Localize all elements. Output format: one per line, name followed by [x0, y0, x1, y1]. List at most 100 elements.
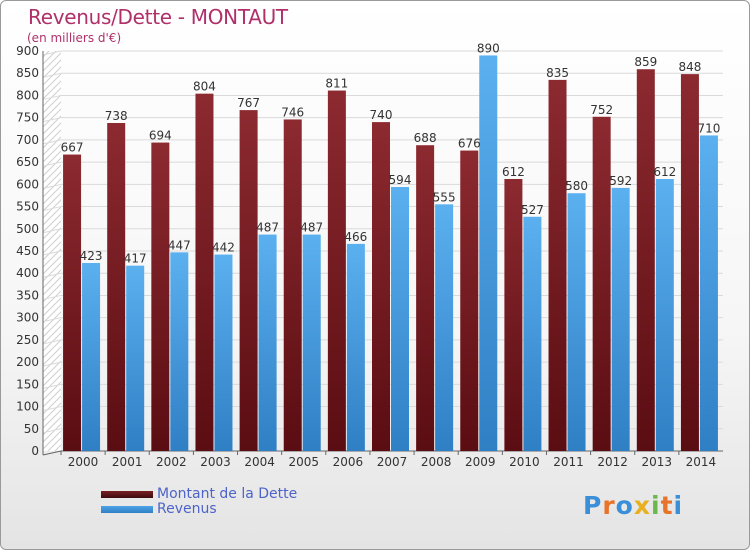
- bar-dette-2005: [283, 119, 302, 451]
- grid-line-wall: [42, 406, 62, 412]
- logo-letter: o: [615, 491, 634, 520]
- y-tick-label: 200: [16, 355, 39, 369]
- axes: 0 50 100 150 200 250 300 350 400 450 500 550 600 650 7…: [16, 44, 723, 469]
- y-tick-label: 500: [16, 222, 39, 236]
- grid-line-wall: [42, 117, 62, 123]
- grid-line-wall: [42, 50, 62, 56]
- bar-dette-2013: [636, 69, 655, 451]
- x-tick-label: 2004: [244, 455, 275, 469]
- x-tick-label: 2006: [333, 455, 364, 469]
- data-label-dette: 612: [502, 165, 525, 179]
- bar-chart: 0 50 100 150 200 250 300 350 400 450 500 550 600 650 7…: [16, 41, 723, 469]
- bar-revenus-2011: [567, 193, 586, 451]
- data-label-dette: 835: [546, 66, 569, 80]
- x-tick-label: 2001: [112, 455, 143, 469]
- proxiti-logo: Proxiti: [583, 491, 683, 520]
- bar-dette-2009: [460, 150, 479, 452]
- logo-letter: i: [651, 491, 661, 520]
- y-axis-wall: [43, 51, 61, 451]
- logo-letter: t: [660, 491, 674, 520]
- bar-revenus-2001: [126, 265, 145, 451]
- bar-dette-2012: [592, 116, 611, 452]
- data-label-revenus: 527: [521, 203, 544, 217]
- bar-dette-2000: [63, 154, 82, 452]
- data-label-revenus: 612: [653, 165, 676, 179]
- bar-revenus-2012: [611, 187, 630, 451]
- y-tick-label: 550: [16, 200, 39, 214]
- data-label-dette: 811: [325, 77, 348, 91]
- data-label-dette: 804: [193, 80, 216, 94]
- x-tick-label: 2008: [421, 455, 452, 469]
- grid-line-wall: [42, 139, 62, 145]
- logo-letter: P: [583, 491, 603, 520]
- grid-line-wall: [42, 228, 62, 234]
- bar-dette-2003: [195, 93, 214, 452]
- y-tick-label: 750: [16, 111, 39, 125]
- logo-letter: i: [673, 491, 684, 520]
- x-tick-label: 2014: [686, 455, 717, 469]
- legend-swatch-dette: [101, 490, 153, 498]
- grid-line-wall: [42, 339, 62, 345]
- x-tick-label: 2013: [642, 455, 673, 469]
- bars: [63, 55, 718, 452]
- axis-corner: [42, 450, 62, 456]
- bar-dette-2007: [372, 122, 390, 451]
- data-label-revenus: 487: [256, 221, 279, 235]
- y-tick-label: 850: [16, 66, 39, 80]
- bar-revenus-2000: [82, 263, 101, 451]
- legend-swatch-revenus: [101, 505, 153, 513]
- x-tick-label: 2003: [200, 455, 231, 469]
- data-label-revenus: 487: [300, 221, 323, 235]
- bar-revenus-2010: [523, 216, 542, 451]
- x-tick-label: 2011: [553, 455, 584, 469]
- grid-line-wall: [42, 428, 62, 434]
- logo-letter: r: [602, 491, 616, 520]
- y-tick-label: 300: [16, 311, 39, 325]
- data-label-revenus: 555: [433, 190, 456, 204]
- grid-line-wall: [42, 161, 62, 167]
- y-tick-label: 350: [16, 288, 39, 302]
- bar-dette-2006: [327, 90, 346, 452]
- bar-revenus-2002: [170, 252, 189, 451]
- bar-revenus-2008: [435, 204, 454, 451]
- y-tick-label: 900: [16, 44, 39, 58]
- data-label-revenus: 710: [697, 121, 720, 135]
- data-label-dette: 688: [414, 131, 437, 145]
- data-label-dette: 738: [105, 109, 128, 123]
- bar-revenus-2007: [391, 187, 409, 451]
- bar-revenus-2013: [655, 179, 674, 451]
- y-tick-label: 100: [16, 400, 39, 414]
- data-label-dette: 740: [370, 108, 393, 122]
- bar-revenus-2005: [302, 234, 321, 451]
- data-label-revenus: 417: [124, 252, 147, 266]
- data-labels: 667 423 738 417 694 447 804 442 767 487 746 487 811 4…: [61, 41, 721, 265]
- y-tick-label: 600: [16, 177, 39, 191]
- bar-revenus-2003: [214, 254, 233, 451]
- y-tick-label: 50: [24, 422, 39, 436]
- x-tick-label: 2010: [509, 455, 540, 469]
- x-tick-label: 2005: [288, 455, 319, 469]
- grid-line-wall: [42, 272, 62, 278]
- data-label-dette: 746: [281, 105, 304, 119]
- data-label-dette: 767: [237, 96, 260, 110]
- x-tick-label: 2000: [68, 455, 99, 469]
- bar-revenus-2014: [699, 135, 718, 451]
- data-label-dette: 694: [149, 129, 172, 143]
- bar-revenus-2004: [258, 234, 277, 451]
- data-label-revenus: 442: [212, 241, 235, 255]
- grid-line-wall: [42, 250, 62, 256]
- legend-label-revenus: Revenus: [157, 501, 217, 517]
- bar-revenus-2009: [479, 55, 498, 451]
- legend-item-dette: Montant de la Dette: [101, 486, 297, 502]
- y-tick-label: 0: [31, 444, 39, 458]
- data-label-dette: 859: [634, 55, 657, 69]
- bar-dette-2011: [548, 79, 567, 451]
- grid-line-wall: [42, 206, 62, 212]
- x-tick-label: 2007: [377, 455, 408, 469]
- y-tick-label: 250: [16, 333, 39, 347]
- grid-line-wall: [42, 94, 62, 100]
- bar-dette-2004: [239, 110, 258, 451]
- grid-line-wall: [42, 317, 62, 323]
- chart-subtitle: (en milliers d'€): [27, 31, 122, 45]
- y-tick-label: 150: [16, 377, 39, 391]
